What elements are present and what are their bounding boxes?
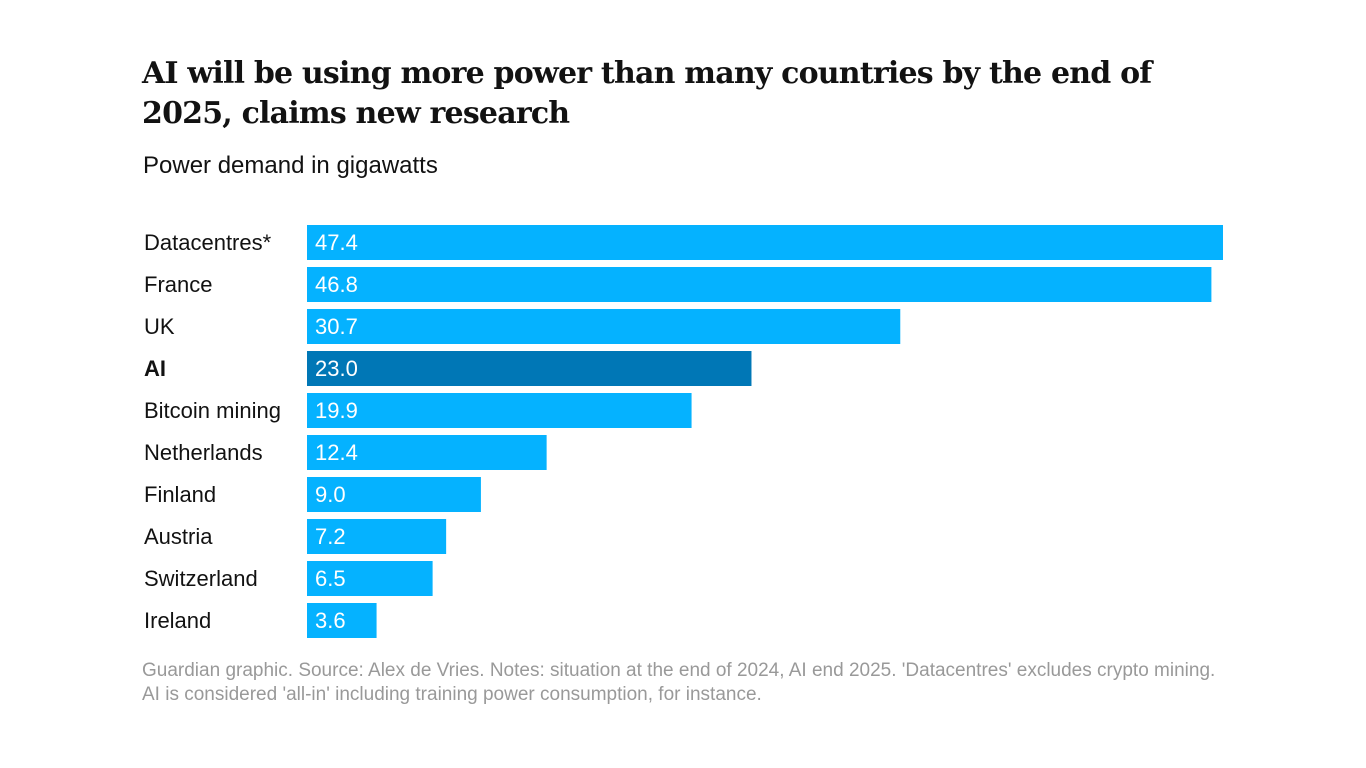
category-label-datacentres: Datacentres* [144,230,272,255]
bar-france [307,267,1212,302]
bar-chart: Datacentres* 47.4 France 46.8 UK 30.7 AI 23.0 Bi… [144,225,1223,638]
category-label-ai: AI [144,356,166,381]
value-label-finland: 9.0 [315,482,346,507]
bar-austria [307,519,447,554]
value-label-ireland: 3.6 [315,608,346,633]
bar-finland [307,477,481,512]
chart-subtitle: Power demand in gigawatts [143,152,438,179]
category-label-uk: UK [144,314,175,339]
bar-bitcoin-mining [307,393,692,428]
value-label-france: 46.8 [315,272,358,297]
bar-switzerland [307,561,433,596]
value-label-austria: 7.2 [315,524,346,549]
value-label-datacentres: 47.4 [315,230,358,255]
bar-uk [307,309,901,344]
category-label-netherlands: Netherlands [144,440,263,465]
source-note: Guardian graphic. Source: Alex de Vries.… [142,660,1216,705]
category-label-france: France [144,272,212,297]
category-label-austria: Austria [144,524,213,549]
bar-ai [307,351,752,386]
value-label-uk: 30.7 [315,314,358,339]
bar-ireland [307,603,377,638]
chart-title: AI will be using more power than many co… [142,56,1152,131]
value-label-netherlands: 12.4 [315,440,358,465]
category-label-finland: Finland [144,482,216,507]
value-label-ai: 23.0 [315,356,358,381]
category-label-ireland: Ireland [144,608,211,633]
value-label-bitcoin-mining: 19.9 [315,398,358,423]
category-label-switzerland: Switzerland [144,566,258,591]
bar-datacentres [307,225,1223,260]
value-label-switzerland: 6.5 [315,566,346,591]
category-label-bitcoin-mining: Bitcoin mining [144,398,281,423]
bar-netherlands [307,435,547,470]
